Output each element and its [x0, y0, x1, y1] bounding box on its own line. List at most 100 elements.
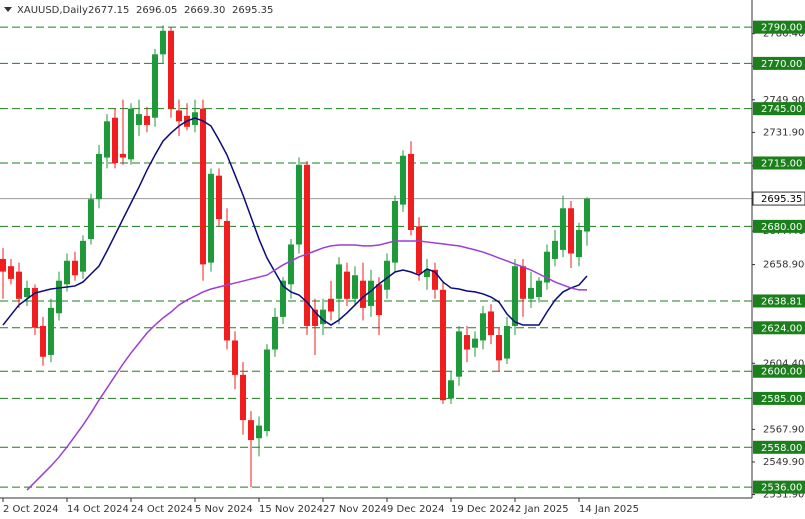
- candle-body: [536, 280, 542, 297]
- candle-body: [560, 208, 566, 250]
- candle-body: [280, 280, 286, 317]
- candle-body: [464, 335, 470, 350]
- candle-body: [216, 175, 222, 220]
- level-label: 2536.00: [761, 483, 802, 494]
- candle-body: [368, 280, 374, 307]
- level-label: 2790.00: [761, 23, 802, 34]
- candle-body: [96, 153, 102, 200]
- candle-body: [40, 325, 46, 357]
- level-box: [753, 156, 805, 170]
- candle-body: [152, 54, 158, 118]
- y-tick-label: 2549.90: [763, 457, 804, 468]
- candle-body: [264, 349, 270, 431]
- candle-body: [168, 30, 174, 109]
- candle-body: [8, 266, 14, 279]
- candle-body: [32, 287, 38, 328]
- y-tick-label: 2658.90: [763, 260, 804, 271]
- candle-body: [480, 313, 486, 341]
- candle-body: [520, 266, 526, 299]
- current-price-box: [752, 191, 805, 206]
- level-box: [753, 321, 805, 335]
- candle-body: [320, 309, 326, 325]
- level-label: 2680.00: [761, 222, 802, 233]
- candle-body: [296, 164, 302, 245]
- candle-body: [0, 258, 6, 272]
- candle-body: [512, 266, 518, 326]
- header-low: 2669.30: [184, 5, 225, 16]
- level-label: 2585.00: [761, 394, 802, 405]
- x-tick-label: 24 Oct 2024: [131, 504, 193, 515]
- header-open: 2677.15: [88, 5, 129, 16]
- candle-body: [304, 164, 310, 326]
- y-tick-label: 2567.90: [763, 424, 804, 435]
- candle-body: [456, 331, 462, 377]
- candle-body: [360, 280, 366, 308]
- candle-body: [136, 114, 142, 125]
- candle-body: [440, 289, 446, 401]
- candle-body: [72, 260, 78, 276]
- candle-body: [288, 244, 294, 285]
- candle-body: [552, 240, 558, 259]
- x-tick-label: 15 Nov 2024: [259, 504, 323, 515]
- current-price-label: 2695.35: [761, 194, 802, 205]
- candle-body: [120, 153, 126, 158]
- level-box: [753, 480, 805, 494]
- candle-body: [392, 201, 398, 263]
- candle-body: [376, 284, 382, 316]
- candle-body: [584, 198, 590, 232]
- level-box: [753, 102, 805, 116]
- candle-body: [408, 153, 414, 230]
- level-label: 2558.00: [761, 443, 802, 454]
- candle-body: [328, 298, 334, 312]
- candle-body: [472, 338, 478, 348]
- candle-body: [232, 340, 238, 375]
- candle-body: [576, 229, 582, 258]
- candle-body: [248, 420, 254, 441]
- candle-body: [504, 325, 510, 359]
- y-tick-label: 2531.90: [763, 490, 804, 501]
- level-label: 2770.00: [761, 59, 802, 70]
- candle-body: [400, 155, 406, 205]
- level-box: [753, 391, 805, 405]
- candle-body: [424, 269, 430, 278]
- candle-body: [352, 275, 358, 299]
- candle-body: [160, 30, 166, 55]
- level-box: [753, 56, 805, 70]
- symbol: XAUUSD,Daily: [17, 5, 88, 16]
- header-high: 2696.05: [136, 5, 177, 16]
- y-tick-label: 2604.40: [763, 358, 804, 369]
- candle-body: [528, 287, 534, 299]
- x-tick-label: 14 Oct 2024: [67, 504, 129, 515]
- y-tick-label: 2731.90: [763, 127, 804, 138]
- candle-body: [416, 226, 422, 274]
- x-tick-label: 14 Jan 2025: [579, 504, 639, 515]
- candle-body: [344, 271, 350, 299]
- candle-body: [176, 110, 182, 122]
- candle-body: [24, 287, 30, 297]
- candle-body: [272, 316, 278, 350]
- candle-body: [16, 271, 22, 299]
- x-tick-label: 5 Nov 2024: [195, 504, 253, 515]
- candle-body: [128, 108, 134, 160]
- x-tick-label: 2 Jan 2025: [515, 504, 569, 515]
- candle-body: [448, 380, 454, 399]
- candle-body: [224, 220, 230, 341]
- level-box: [753, 20, 805, 34]
- x-tick-label: 9 Dec 2024: [387, 504, 445, 515]
- level-label: 2638.81: [761, 296, 802, 307]
- candle-body: [488, 311, 494, 336]
- candle-body: [104, 121, 110, 158]
- candle-body: [568, 208, 574, 254]
- candle-body: [88, 199, 94, 240]
- level-label: 2600.00: [761, 367, 802, 378]
- level-label: 2624.00: [761, 323, 802, 334]
- candle-body: [432, 269, 438, 290]
- menu-arrow[interactable]: [4, 7, 12, 12]
- candle-body: [256, 425, 262, 439]
- moving-average: [2, 117, 588, 326]
- candle-body: [64, 260, 70, 285]
- candle-body: [240, 374, 246, 421]
- level-box: [753, 364, 805, 378]
